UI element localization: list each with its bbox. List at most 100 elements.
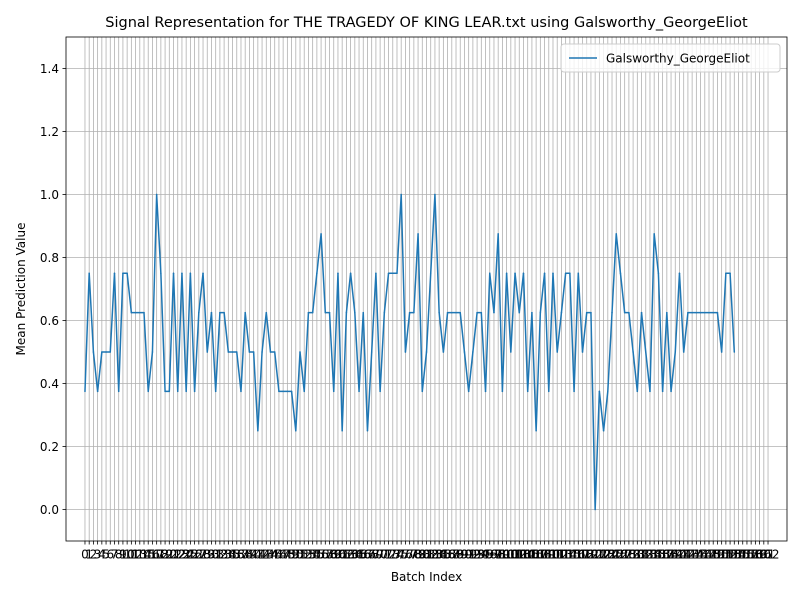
- x-tick-label: 144: [681, 548, 704, 562]
- data-point: [269, 351, 272, 353]
- x-tick-label: 2: [90, 548, 98, 562]
- data-point: [370, 351, 373, 353]
- x-tick-label: 56: [313, 548, 328, 562]
- data-point: [514, 272, 516, 274]
- x-tick-label: 126: [605, 548, 628, 562]
- data-point: [404, 351, 407, 353]
- data-point: [362, 311, 364, 314]
- data-point: [429, 272, 432, 274]
- x-tick-label: 25: [183, 548, 198, 562]
- data-point: [113, 272, 116, 274]
- x-tick-label: 52: [297, 548, 312, 562]
- data-point: [206, 351, 208, 353]
- data-point: [531, 311, 533, 314]
- data-point: [236, 351, 238, 353]
- x-tick-label: 66: [356, 548, 371, 562]
- data-point: [400, 193, 402, 196]
- x-tick-label: 152: [714, 548, 737, 562]
- data-point: [720, 351, 723, 353]
- chart-title: Signal Representation for THE TRAGEDY OF…: [105, 15, 748, 31]
- x-tick-label: 47: [276, 548, 291, 562]
- x-tick-label: 85: [436, 548, 451, 562]
- x-tick-label: 143: [676, 548, 699, 562]
- x-tick-label: 95: [478, 548, 493, 562]
- x-tick-label: 8: [115, 548, 123, 562]
- data-point: [122, 272, 124, 274]
- data-point: [510, 351, 512, 353]
- x-tick-label: 149: [702, 548, 725, 562]
- x-tick-label: 50: [288, 548, 303, 562]
- x-tick-label: 130: [622, 548, 645, 562]
- x-tick-label: 102: [504, 548, 527, 562]
- data-point: [210, 311, 213, 314]
- x-tick-label: 148: [698, 548, 721, 562]
- data-point: [522, 272, 525, 274]
- data-point: [691, 311, 693, 314]
- x-tick-label: 76: [398, 548, 413, 562]
- x-tick-label: 121: [584, 548, 607, 562]
- x-tick-label: 3: [94, 548, 102, 562]
- x-tick-label: 10: [119, 548, 134, 562]
- x-tick-label: 111: [542, 548, 565, 562]
- data-point: [699, 311, 702, 314]
- x-tick-label: 112: [546, 548, 569, 562]
- legend-label: Galsworthy_GeorgeEliot: [606, 52, 750, 66]
- data-point: [505, 272, 508, 274]
- x-tick-label: 98: [491, 548, 506, 562]
- data-point: [84, 390, 86, 393]
- x-tick-label: 97: [486, 548, 501, 562]
- x-tick-label: 118: [571, 548, 594, 562]
- legend-box: [560, 43, 781, 73]
- x-tick-label: 51: [292, 548, 307, 562]
- x-tick-label: 161: [752, 548, 775, 562]
- data-point: [413, 311, 415, 314]
- x-tick-label: 57: [318, 548, 333, 562]
- data-point: [607, 390, 609, 393]
- x-tick-label: 27: [191, 548, 206, 562]
- data-point: [611, 311, 613, 314]
- x-tick-label: 61: [335, 548, 350, 562]
- x-tick-label: 18: [153, 548, 168, 562]
- data-point: [147, 390, 149, 393]
- data-point: [619, 272, 622, 274]
- x-tick-label: 82: [423, 548, 438, 562]
- data-point: [273, 351, 276, 353]
- data-point: [725, 272, 727, 274]
- data-point: [151, 351, 154, 353]
- data-point: [126, 272, 128, 274]
- x-tick-label: 17: [149, 548, 164, 562]
- x-tick-label: 24: [179, 548, 194, 562]
- data-point: [143, 311, 145, 314]
- x-tick-label: 65: [351, 548, 366, 562]
- x-tick-label: 134: [639, 548, 662, 562]
- x-tick-label: 124: [596, 548, 619, 562]
- x-tick-label: 43: [259, 548, 274, 562]
- data-point: [396, 272, 398, 274]
- x-tick-label: 28: [195, 548, 210, 562]
- data-point: [484, 390, 487, 393]
- data-point: [408, 311, 411, 314]
- data-point: [729, 272, 731, 274]
- data-point: [548, 390, 550, 393]
- x-tick-label: 40: [246, 548, 261, 562]
- data-point: [649, 390, 651, 393]
- data-point: [383, 311, 386, 314]
- data-point: [299, 351, 301, 353]
- data-point: [244, 311, 246, 314]
- data-point: [354, 311, 356, 314]
- data-point: [472, 351, 474, 353]
- data-point: [307, 311, 310, 314]
- x-tick-label: 146: [689, 548, 712, 562]
- data-point: [265, 311, 268, 314]
- x-tick-label: 0: [81, 548, 89, 562]
- x-tick-label: 160: [748, 548, 771, 562]
- x-tick-label: 142: [672, 548, 695, 562]
- x-tick-label: 153: [719, 548, 742, 562]
- x-tick-label: 88: [448, 548, 463, 562]
- x-tick-label: 77: [402, 548, 417, 562]
- x-tick-label: 80: [415, 548, 430, 562]
- x-tick-label: 39: [242, 548, 257, 562]
- data-point: [716, 311, 719, 314]
- data-point: [670, 390, 672, 393]
- data-point: [341, 430, 343, 432]
